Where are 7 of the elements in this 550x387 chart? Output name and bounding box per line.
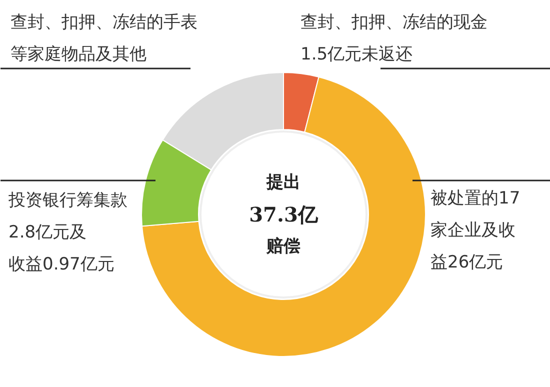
- text: 赔偿: [266, 236, 300, 256]
- text: 提出: [266, 172, 300, 192]
- slice-label: 查封、扣押、冻结的现金1.5亿元未返还: [300, 12, 488, 64]
- slice-label: 投资银行筹集款2.8亿元及收益0.97亿元: [8, 190, 128, 274]
- slice-label: 被处置的17家企业及收益26亿元: [430, 188, 520, 272]
- slice-label: 查封、扣押、冻结的手表等家庭物品及其他: [10, 12, 198, 64]
- text: 37.3亿: [249, 202, 319, 226]
